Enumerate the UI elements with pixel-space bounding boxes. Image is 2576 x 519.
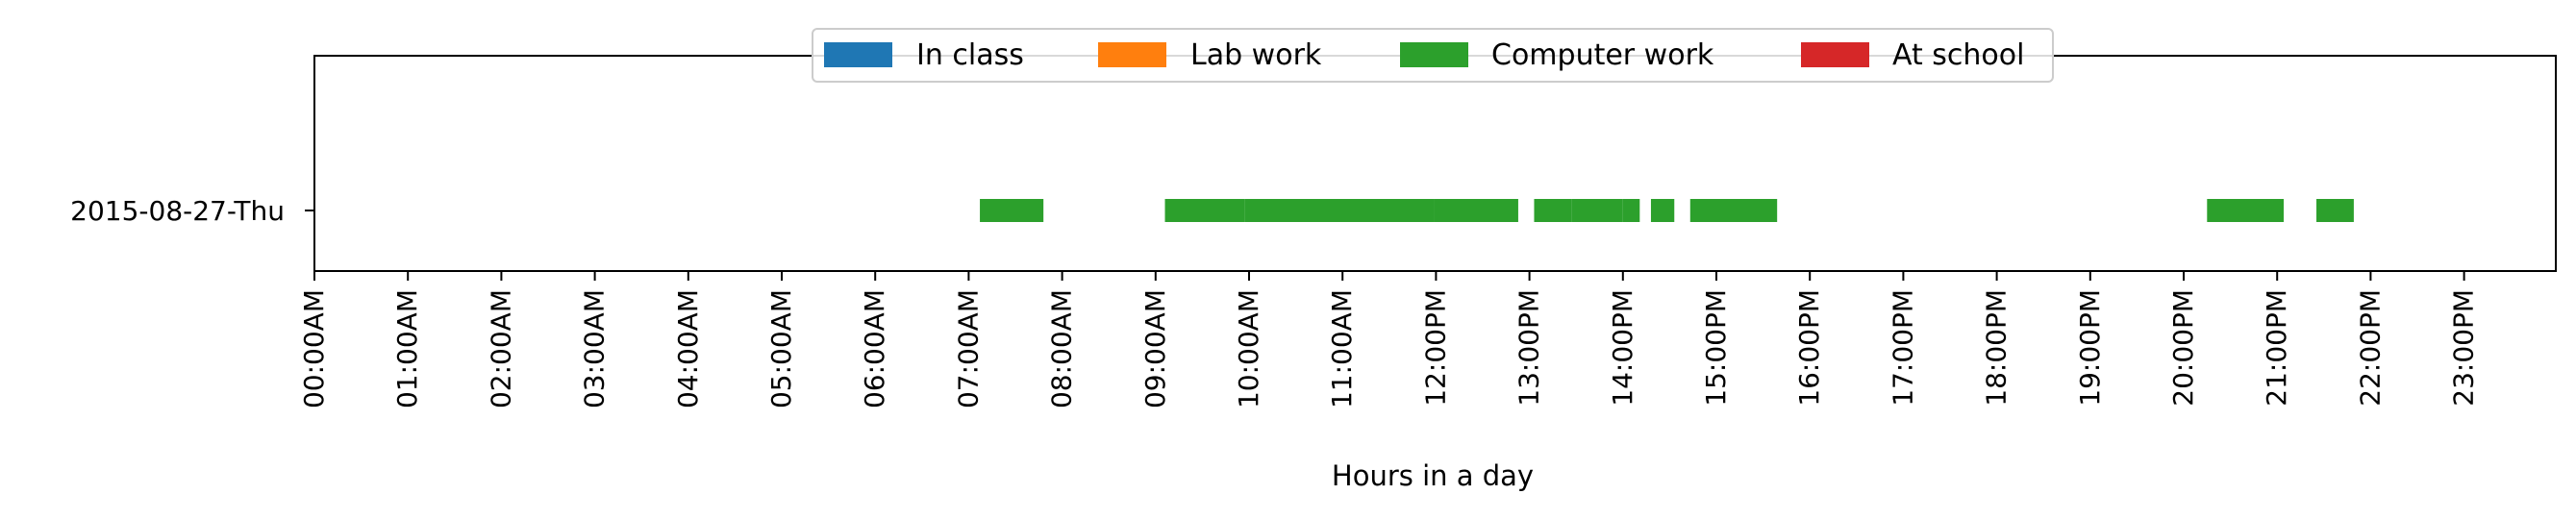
bar-segment [2207,199,2284,222]
x-tick-label: 07:00AM [952,289,984,408]
x-tick-label: 21:00PM [2261,289,2292,407]
bar-segment [2316,199,2354,222]
bar-segment [1622,199,1640,222]
x-tick-label: 22:00PM [2354,289,2386,407]
bar-segment [1571,199,1623,222]
legend-swatch [1801,42,1869,67]
x-tick-label: 13:00PM [1513,289,1545,407]
x-tick-label: 11:00AM [1326,289,1358,408]
legend-label: Computer work [1491,38,1714,72]
bar-segments [980,199,2354,222]
x-axis-title: Hours in a day [1332,459,1534,492]
x-tick-label: 09:00AM [1139,289,1171,408]
x-tick-label: 23:00PM [2448,289,2480,407]
x-tick-label: 20:00PM [2167,289,2199,407]
x-tick-label: 03:00AM [579,289,611,408]
x-tick-label: 05:00AM [765,289,797,408]
x-tick-label: 04:00AM [672,289,704,408]
legend-swatch [824,42,892,67]
legend: In class Lab work Computer work At school [812,28,2054,83]
bar-segment [1164,199,1245,222]
bar-segment [1434,199,1518,222]
x-tick-label: 14:00PM [1607,289,1638,407]
legend-label: At school [1892,38,2024,72]
legend-label: Lab work [1190,38,1322,72]
x-axis: 00:00AM 01:00AM 02:00AM 03:00AM 04:00AM 05:00… [298,271,2480,408]
plot-area [313,55,2557,272]
x-tick-label: 12:00PM [1419,289,1451,407]
x-tick-label: 19:00PM [2074,289,2106,407]
x-tick-label: 17:00PM [1887,289,1918,407]
legend-swatch [1098,42,1166,67]
x-tick-label: 00:00AM [298,289,330,408]
bar-segment [1534,199,1572,222]
x-tick-label: 02:00AM [485,289,516,408]
x-tick-label: 15:00PM [1700,289,1732,407]
bar-segment [1650,199,1675,222]
x-tick-label: 10:00AM [1233,289,1264,408]
bar-segment [980,199,1044,222]
bar-segment [1244,199,1435,222]
bar-segment [1689,199,1778,222]
x-tick-label: 06:00AM [859,289,890,408]
x-tick-label: 18:00PM [1981,289,2013,407]
x-tick-label: 08:00AM [1046,289,1078,408]
x-tick-label: 16:00PM [1793,289,1825,407]
legend-label: In class [916,38,1024,72]
legend-swatch [1400,42,1468,67]
y-tick-label: 2015-08-27-Thu [70,195,285,227]
x-tick-label: 01:00AM [391,289,423,408]
y-axis: 2015-08-27-Thu [70,195,314,227]
